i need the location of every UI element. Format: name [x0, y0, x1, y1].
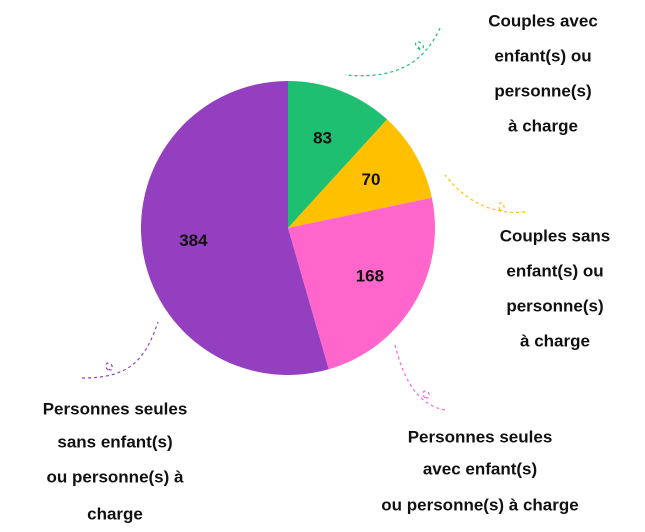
arrow: [81, 321, 159, 379]
category-label: ou personne(s) à charge: [381, 495, 578, 514]
value-label: 384: [179, 231, 208, 250]
pie-slice: [288, 119, 432, 228]
pie-slice: [288, 197, 435, 370]
decorations: [81, 27, 526, 411]
category-label: Personnes seules: [408, 427, 553, 446]
curl: [498, 202, 505, 211]
category-label: sans enfant(s): [57, 432, 172, 451]
value-label: 83: [313, 128, 332, 147]
category-label: avec enfant(s): [423, 459, 537, 478]
category-label: à charge: [520, 331, 590, 350]
pie-slice: [140, 81, 329, 375]
pie-slice: [288, 81, 388, 228]
category-label: enfant(s) ou: [506, 261, 603, 280]
category-label: personne(s): [494, 81, 591, 100]
category-label: Couples avec: [488, 11, 598, 30]
category-label: Personnes seules: [43, 399, 188, 418]
curl: [105, 362, 113, 371]
category-label: charge: [87, 504, 143, 523]
arrow: [394, 344, 446, 411]
category-label: Couples sans: [500, 226, 611, 245]
category-label: enfant(s) ou: [494, 46, 591, 65]
category-label: personne(s): [506, 296, 603, 315]
category-label: ou personne(s) à: [47, 467, 185, 486]
curl: [422, 390, 430, 399]
value-label: 168: [356, 267, 384, 286]
value-label: 70: [361, 170, 380, 189]
curl: [414, 40, 424, 51]
arrow: [344, 27, 441, 77]
category-label: à charge: [508, 116, 578, 135]
arrow: [444, 174, 526, 213]
